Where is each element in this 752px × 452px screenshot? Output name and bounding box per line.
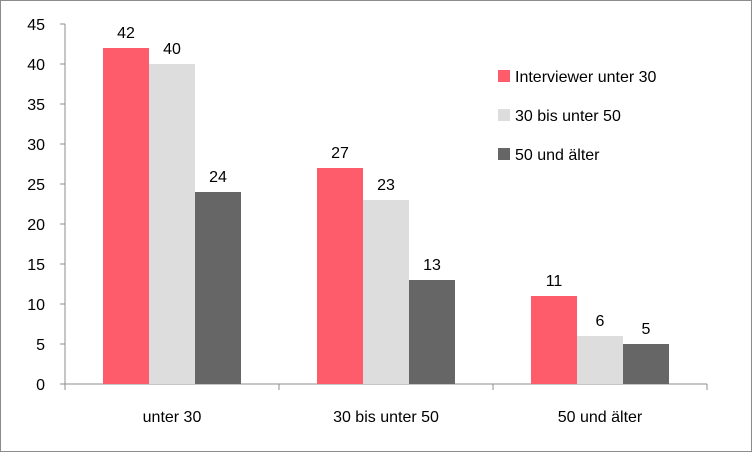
legend-label: Interviewer unter 30 bbox=[515, 69, 657, 86]
bar bbox=[149, 64, 195, 384]
data-label: 13 bbox=[423, 257, 441, 274]
bar bbox=[623, 344, 669, 384]
category-label: 50 und älter bbox=[558, 409, 643, 426]
data-label: 11 bbox=[546, 273, 563, 290]
data-label: 42 bbox=[117, 25, 135, 42]
data-label: 6 bbox=[596, 313, 605, 330]
legend: Interviewer unter 30 30 bis unter 50 50 un… bbox=[498, 69, 657, 164]
y-tick-label: 10 bbox=[27, 297, 45, 314]
data-label: 27 bbox=[331, 145, 349, 162]
y-tick-label: 20 bbox=[27, 217, 45, 234]
legend-swatch bbox=[498, 148, 510, 160]
data-label: 5 bbox=[642, 321, 651, 338]
bar bbox=[577, 336, 623, 384]
category-label: unter 30 bbox=[143, 409, 202, 426]
category-labels: unter 30 30 bis unter 50 50 und älter bbox=[143, 409, 643, 426]
legend-label: 50 und älter bbox=[515, 147, 600, 164]
y-tick-label: 15 bbox=[27, 257, 45, 274]
data-label: 23 bbox=[377, 177, 395, 194]
bars bbox=[103, 48, 669, 384]
y-tick-label: 40 bbox=[27, 57, 45, 74]
bar bbox=[409, 280, 455, 384]
category-label: 30 bis unter 50 bbox=[333, 409, 439, 426]
legend-swatch bbox=[498, 70, 510, 82]
bar bbox=[103, 48, 149, 384]
data-label: 24 bbox=[209, 169, 227, 186]
data-label: 40 bbox=[163, 41, 181, 58]
y-tick-label: 45 bbox=[27, 17, 45, 34]
bar bbox=[363, 200, 409, 384]
y-tick-label: 35 bbox=[27, 97, 45, 114]
y-tick-label: 5 bbox=[36, 337, 45, 354]
bar bbox=[195, 192, 241, 384]
legend-swatch bbox=[498, 109, 510, 121]
legend-label: 30 bis unter 50 bbox=[515, 108, 621, 125]
y-axis-ticks: 0 5 10 15 20 25 30 35 40 45 bbox=[27, 17, 65, 394]
bar bbox=[531, 296, 577, 384]
data-labels: 42 40 24 27 23 13 11 6 5 bbox=[117, 25, 650, 338]
y-tick-label: 0 bbox=[36, 377, 45, 394]
y-tick-label: 30 bbox=[27, 137, 45, 154]
y-tick-label: 25 bbox=[27, 177, 45, 194]
bar bbox=[317, 168, 363, 384]
